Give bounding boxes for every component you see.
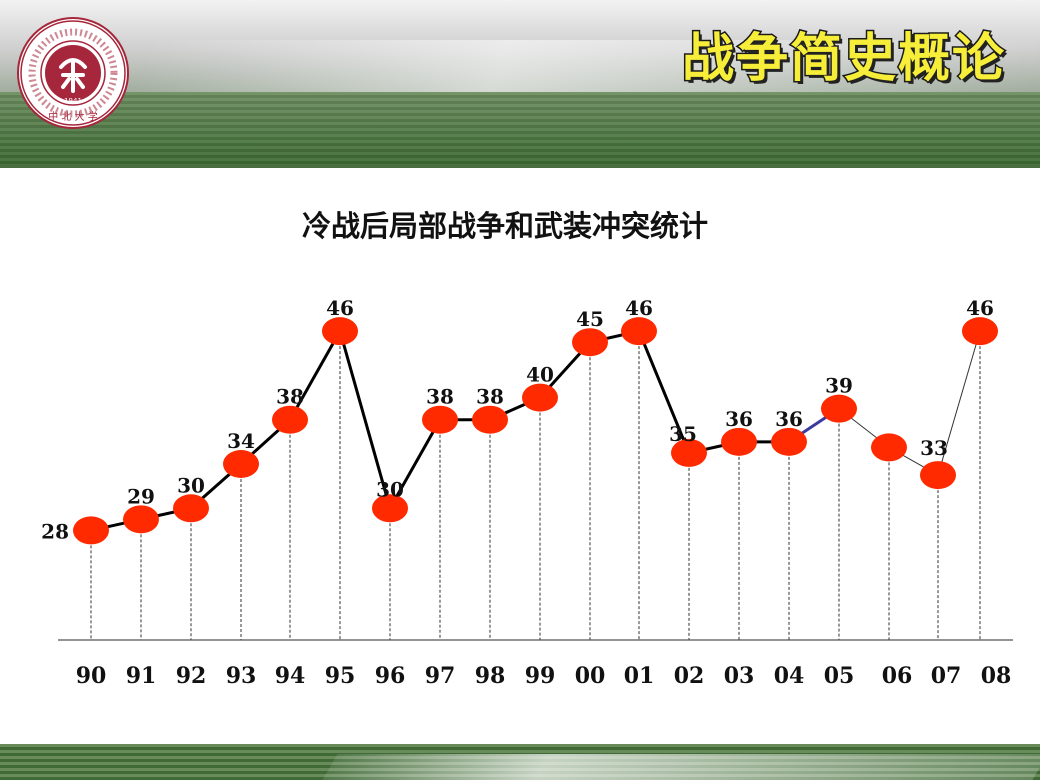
value-label-98: 38 (476, 385, 504, 409)
x-tick-94: 94 (275, 663, 306, 689)
series-segment-07-08 (937, 331, 981, 476)
series-segment-94-95 (288, 330, 342, 421)
value-label-01: 46 (625, 296, 653, 320)
x-tick-92: 92 (176, 663, 207, 689)
x-tick-01: 01 (624, 663, 655, 689)
x-tick-90: 90 (76, 663, 107, 689)
value-label-05: 39 (825, 374, 853, 398)
data-point-06 (871, 433, 907, 462)
value-label-08: 46 (966, 296, 994, 320)
value-label-99: 40 (526, 363, 554, 387)
value-label-96: 30 (376, 477, 404, 501)
value-label-93: 34 (227, 429, 255, 453)
x-tick-00: 00 (575, 663, 606, 689)
data-point-97 (422, 405, 458, 434)
data-point-03 (721, 427, 757, 456)
data-point-07 (920, 461, 956, 490)
x-tick-98: 98 (475, 663, 506, 689)
value-label-04: 36 (775, 407, 803, 431)
x-tick-99: 99 (525, 663, 556, 689)
x-tick-96: 96 (375, 663, 406, 689)
x-tick-95: 95 (325, 663, 356, 689)
slide-header (0, 0, 1040, 165)
value-label-07: 33 (920, 436, 948, 460)
value-label-03: 36 (725, 407, 753, 431)
chart-title: 冷战后局部战争和武装冲突统计 (302, 209, 708, 243)
data-point-92 (173, 494, 209, 523)
x-tick-labels: 90 91 92 93 94 95 96 97 98 99 00 01 02 03 04 05 06 07 08 (76, 663, 1012, 689)
slide-footer (0, 744, 1040, 780)
x-tick-06: 06 (882, 663, 913, 689)
line-chart: 冷战后局部战争和武装冲突统计 28 29 30 34 38 46 30 38 38 40 45 46 3… (41, 209, 1013, 689)
data-point-98 (472, 405, 508, 434)
data-point-01 (621, 317, 657, 346)
value-labels: 28 29 30 34 38 46 30 38 38 40 45 46 35 36 36 39 33 46 (41, 296, 994, 543)
university-seal-logo: 1941 中 北 大 学 (17, 17, 129, 129)
slide-title: 战争简史概论 (680, 28, 1006, 91)
series-lines (90, 329, 981, 532)
data-point-96 (372, 494, 408, 523)
value-label-02: 35 (669, 422, 697, 446)
x-tick-05: 05 (824, 663, 855, 689)
svg-text:中 北 大 学: 中 北 大 学 (48, 110, 98, 123)
value-label-95: 46 (326, 296, 354, 320)
value-label-00: 45 (576, 307, 604, 331)
x-tick-97: 97 (425, 663, 456, 689)
data-point-95 (322, 317, 358, 346)
x-tick-04: 04 (774, 663, 805, 689)
series-segment-01-02 (637, 330, 691, 454)
drop-lines (90, 331, 981, 640)
data-point-91 (123, 505, 159, 534)
footer-light-streak (322, 754, 1040, 780)
data-point-99 (522, 383, 558, 412)
data-point-93 (223, 450, 259, 478)
x-tick-02: 02 (674, 663, 705, 689)
value-label-90: 28 (41, 519, 69, 543)
x-tick-07: 07 (931, 663, 962, 689)
x-tick-08: 08 (981, 663, 1012, 689)
data-point-05 (821, 394, 857, 423)
data-point-00 (572, 328, 608, 357)
data-point-08 (962, 317, 998, 346)
value-label-97: 38 (426, 385, 454, 409)
data-point-94 (272, 405, 308, 434)
value-label-91: 29 (127, 484, 155, 508)
value-label-94: 38 (276, 385, 304, 409)
header-green-band (0, 92, 1040, 165)
series-segment-96-97 (388, 418, 442, 510)
x-tick-93: 93 (226, 663, 257, 689)
data-point-02 (671, 438, 707, 467)
svg-text:1941: 1941 (64, 97, 82, 105)
data-markers (73, 317, 998, 545)
data-point-90 (73, 516, 109, 545)
data-point-04 (771, 427, 807, 456)
series-segment-95-96 (338, 330, 392, 509)
chart-panel (0, 168, 1040, 744)
value-label-92: 30 (177, 473, 205, 497)
x-tick-03: 03 (724, 663, 755, 689)
x-tick-91: 91 (126, 663, 157, 689)
